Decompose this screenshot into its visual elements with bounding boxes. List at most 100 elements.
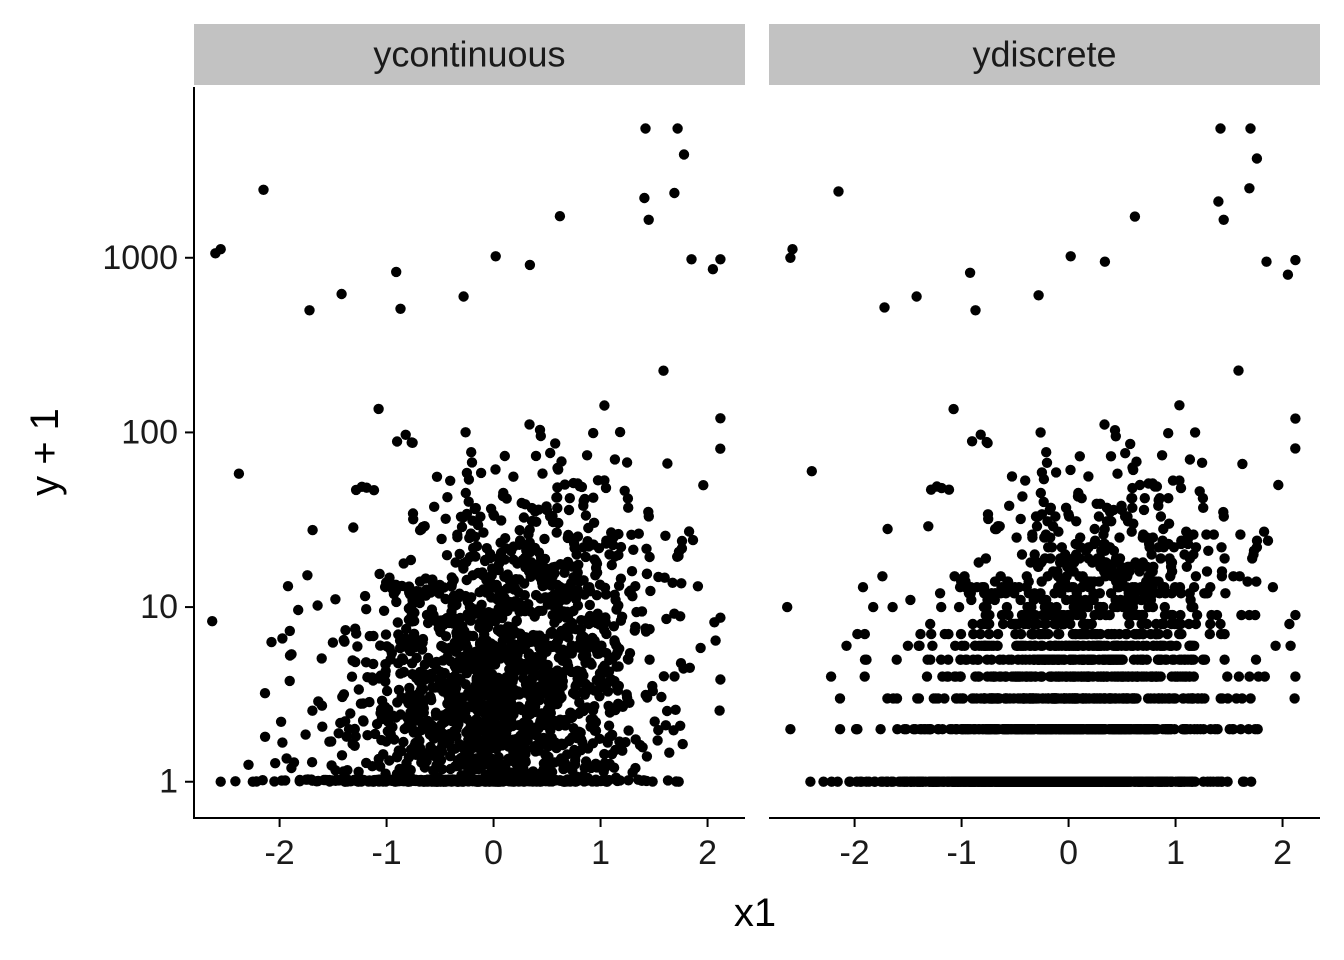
data-point (643, 214, 654, 225)
data-point (1023, 609, 1034, 621)
data-point (1190, 618, 1202, 630)
data-point (1040, 618, 1052, 630)
data-point (380, 772, 392, 783)
data-point (1188, 549, 1199, 560)
data-point (399, 723, 410, 735)
data-point (1135, 582, 1147, 593)
data-point (243, 759, 254, 770)
data-point (1112, 468, 1123, 479)
data-point (1045, 502, 1057, 513)
data-point (406, 600, 417, 612)
data-point (1164, 640, 1175, 651)
data-point (641, 568, 653, 579)
data-point (483, 684, 494, 695)
data-point (379, 581, 391, 593)
data-point (1112, 601, 1123, 613)
data-point (410, 775, 422, 786)
data-point (954, 582, 966, 593)
data-point (508, 554, 519, 565)
data-point (433, 674, 444, 685)
data-point (1201, 566, 1213, 577)
data-point (1018, 693, 1029, 704)
data-point (1162, 628, 1173, 640)
data-point (560, 583, 572, 594)
data-point (518, 512, 530, 523)
data-point (1211, 609, 1223, 621)
data-point (1245, 123, 1256, 134)
data-point (1082, 628, 1093, 640)
data-point (1092, 553, 1103, 564)
data-point (1201, 529, 1212, 540)
data-point (834, 724, 846, 735)
data-point (979, 693, 990, 704)
data-point (398, 558, 409, 569)
data-point (1215, 693, 1226, 704)
data-point (637, 742, 648, 753)
data-point (1199, 654, 1211, 665)
data-point (1174, 475, 1185, 486)
data-point (1250, 654, 1262, 665)
data-point (695, 642, 706, 654)
data-point (1138, 504, 1150, 516)
data-point (516, 497, 527, 509)
data-point (585, 714, 596, 725)
data-point (338, 634, 349, 646)
data-point (380, 676, 391, 687)
data-point (443, 645, 454, 656)
data-point (460, 638, 472, 650)
data-point (426, 694, 437, 706)
data-point (686, 254, 697, 265)
data-point (493, 751, 504, 763)
data-point (381, 685, 393, 697)
data-point (499, 627, 510, 638)
data-point (1004, 500, 1015, 511)
data-point (1125, 640, 1137, 651)
data-point (502, 569, 513, 580)
data-point (1220, 588, 1231, 599)
y-tick-label: 1000 (102, 239, 178, 277)
data-point (1139, 493, 1151, 504)
data-point (1013, 582, 1025, 593)
data-point (496, 586, 507, 597)
data-point (537, 605, 548, 616)
data-point (950, 640, 961, 651)
data-point (851, 724, 862, 735)
data-point (1216, 542, 1227, 553)
data-point (1155, 553, 1166, 564)
data-point (1219, 654, 1230, 665)
data-point (584, 582, 595, 593)
data-point (529, 740, 541, 752)
data-point (1141, 561, 1153, 572)
data-point (1077, 571, 1088, 582)
data-point (521, 560, 532, 571)
data-point (623, 725, 634, 736)
data-point (664, 747, 675, 758)
data-point (393, 745, 405, 756)
data-point (933, 724, 944, 735)
data-point (877, 571, 888, 582)
data-point (431, 710, 442, 721)
data-point (528, 629, 539, 641)
facet-panel-ycontinuous: ycontinuous -2 -1 0 1 2 1 10 100 1000 (102, 24, 745, 872)
data-point (670, 704, 681, 715)
data-point (1037, 609, 1048, 621)
data-point (1076, 493, 1087, 504)
data-point (1213, 196, 1224, 207)
data-point (787, 244, 798, 255)
data-point (623, 775, 634, 786)
data-point (1065, 251, 1076, 262)
data-point (970, 305, 981, 316)
data-point (388, 588, 400, 600)
data-point (500, 533, 511, 544)
data-point (1023, 601, 1034, 613)
data-point (1083, 553, 1094, 564)
data-point (1053, 724, 1064, 735)
data-point (1127, 693, 1138, 704)
data-point (1147, 478, 1158, 489)
data-point (391, 436, 403, 447)
data-point (1290, 671, 1301, 682)
data-point (508, 734, 519, 745)
data-point (452, 755, 464, 766)
data-point (392, 617, 403, 628)
data-point (1290, 609, 1301, 621)
